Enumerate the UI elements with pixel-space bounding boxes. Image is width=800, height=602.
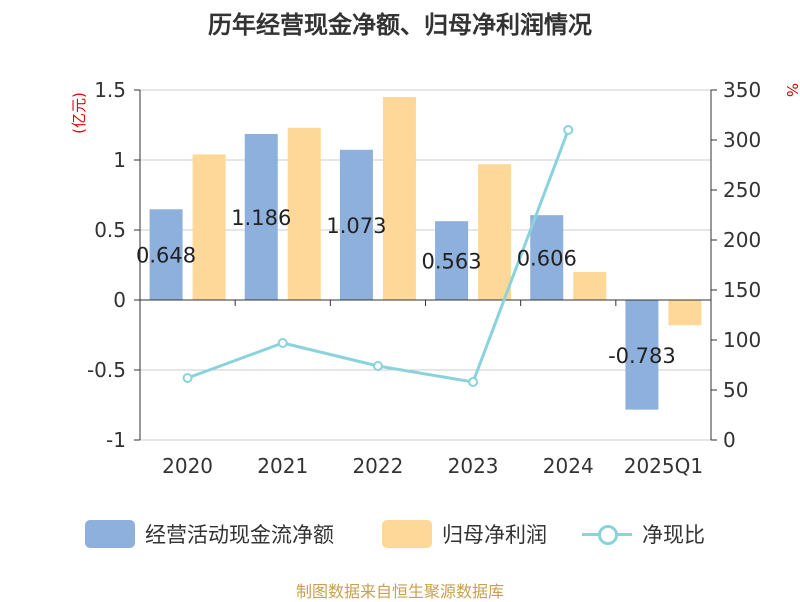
bar-profit xyxy=(573,272,607,300)
legend: 经营活动现金流净额 归母净利润 净现比 xyxy=(0,514,800,554)
y-left-tick-label: 1.5 xyxy=(94,78,126,102)
chart-title: 历年经营现金净额、归母净利润情况 xyxy=(208,11,592,39)
data-label-cash: -0.783 xyxy=(608,344,676,368)
ratio-line xyxy=(182,125,574,387)
ratio-point xyxy=(277,338,288,348)
y-left-tick-label: 1 xyxy=(113,148,126,172)
y-right-tick-label: 100 xyxy=(723,328,761,352)
ratio-line-path xyxy=(187,129,570,384)
y-left-tick-label: 0 xyxy=(113,288,126,312)
data-labels: 0.648 1.186 1.073 0.563 0.606 -0.783 xyxy=(136,206,676,368)
data-label-cash: 1.073 xyxy=(326,214,386,238)
bar-profit xyxy=(478,164,512,300)
y-left-tick-label: 0.5 xyxy=(94,218,126,242)
y-left-unit-label: (亿元) xyxy=(70,92,88,134)
axes xyxy=(134,89,717,441)
tick-labels: 1.5 1 0.5 0 -0.5 -1 350 300 250 200 150 100 50 0 2020 2… xyxy=(70,78,800,478)
y-right-tick-label: 150 xyxy=(723,278,761,302)
x-tick-label: 2020 xyxy=(162,454,213,478)
bar-profit xyxy=(287,127,321,300)
legend-item-profit[interactable]: 归母净利润 xyxy=(382,514,547,554)
y-right-tick-label: 300 xyxy=(723,128,761,152)
bar-profit xyxy=(668,300,702,326)
legend-label-cash: 经营活动现金流净额 xyxy=(145,523,334,547)
bar-profit xyxy=(382,97,416,300)
x-tick-label: 2025Q1 xyxy=(624,454,703,478)
data-label-cash: 0.563 xyxy=(422,250,482,274)
data-label-cash: 1.186 xyxy=(231,206,291,230)
y-right-tick-label: 250 xyxy=(723,178,761,202)
legend-swatch-ratio xyxy=(582,520,632,548)
source-footer: 制图数据来自恒生聚源数据库 xyxy=(295,582,504,601)
bar-cash xyxy=(530,215,564,300)
x-tick-label: 2024 xyxy=(543,454,594,478)
bar-cash xyxy=(435,221,469,300)
y-right-tick-label: 0 xyxy=(723,428,736,452)
bar-cash xyxy=(149,209,183,300)
y-left-tick-label: -0.5 xyxy=(87,358,126,382)
ratio-point xyxy=(372,361,383,371)
bars xyxy=(149,97,702,410)
ratio-point xyxy=(468,377,479,387)
ratio-point xyxy=(563,125,574,135)
data-label-cash: 0.648 xyxy=(136,244,196,268)
bar-profit xyxy=(192,154,226,300)
y-right-tick-label: 50 xyxy=(723,378,748,402)
legend-swatch-profit xyxy=(382,520,432,548)
legend-item-ratio[interactable]: 净现比 xyxy=(582,514,705,554)
legend-label-profit: 归母净利润 xyxy=(442,523,547,547)
ratio-point xyxy=(182,373,193,383)
x-tick-label: 2021 xyxy=(257,454,308,478)
bar-cash xyxy=(244,133,278,300)
x-tick-label: 2022 xyxy=(352,454,403,478)
y-right-unit-label: % xyxy=(783,83,800,97)
legend-label-ratio: 净现比 xyxy=(642,523,705,547)
y-right-tick-label: 200 xyxy=(723,228,761,252)
y-left-tick-label: -1 xyxy=(106,428,126,452)
bar-cash xyxy=(339,149,373,300)
y-right-tick-label: 350 xyxy=(723,78,761,102)
legend-item-cash[interactable]: 经营活动现金流净额 xyxy=(85,514,334,554)
data-label-cash: 0.606 xyxy=(517,247,577,271)
legend-swatch-cash xyxy=(85,520,135,548)
bar-cash xyxy=(625,300,659,410)
x-tick-label: 2023 xyxy=(448,454,499,478)
